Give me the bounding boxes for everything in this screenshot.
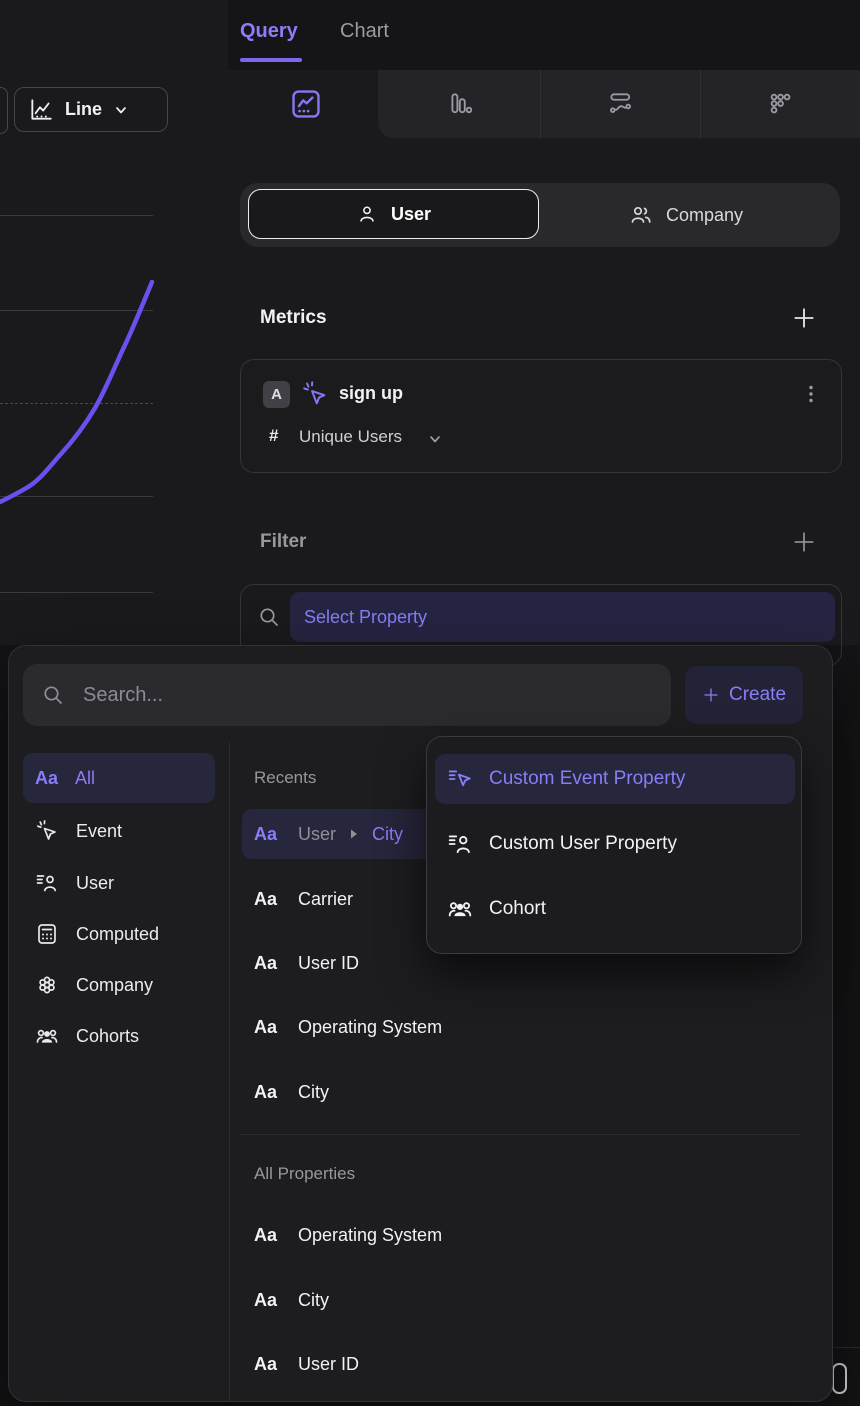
create-button[interactable]: Create [685,666,803,724]
divider [833,1347,860,1348]
tab-insights-active[interactable] [289,87,323,121]
entity-toggle: User Company [240,183,840,247]
divider [540,70,541,138]
metric-letter-badge: A [263,381,290,408]
sidebar-item-user[interactable]: User [23,858,215,908]
chevron-down-icon [113,102,129,118]
toolbar-button-fragment[interactable] [0,87,8,134]
user-property-icon [35,871,59,895]
menu-item-cohort[interactable]: Cohort [435,884,795,934]
person-icon [356,203,378,225]
query-panel: User Company Metrics A [228,70,860,666]
divider [700,70,701,138]
active-tab-underline [240,58,302,62]
add-filter-button[interactable] [791,529,817,555]
select-property-input[interactable]: Select Property [290,592,835,642]
metrics-title: Metrics [260,307,327,328]
kebab-menu-icon[interactable] [799,382,823,406]
list-item-property[interactable]: Aa Operating System [254,1224,443,1245]
list-item-recent[interactable]: Aa Operating System [254,1016,443,1037]
company-icon [35,973,59,997]
toggle-user-label: User [390,203,432,224]
custom-user-property-icon [447,831,473,857]
query-header: Query Chart [228,0,860,70]
caret-right-icon [350,829,358,839]
list-item-recent[interactable]: Aa Carrier [254,888,354,909]
toggle-company-label: Company [665,204,744,225]
chart-type-label: Line [65,99,103,119]
custom-event-property-icon [447,766,473,792]
tab-chart[interactable]: Chart [340,20,389,42]
divider [241,1134,801,1135]
sidebar-item-company[interactable]: Company [23,960,215,1010]
toggle-user[interactable]: User [248,189,539,239]
menu-item-custom-user-property[interactable]: Custom User Property [435,819,795,869]
gridline [0,215,153,216]
menu-item-custom-event-property[interactable]: Custom Event Property [435,754,795,804]
chart-type-selector-button[interactable]: Line [14,87,168,132]
all-properties-title: All Properties [254,1164,356,1183]
create-menu: Custom Event Property Custom User Proper… [426,736,802,954]
chart-preview-panel: Line [0,0,229,645]
viz-type-tabstrip [378,70,860,138]
tab-retention[interactable] [767,90,793,116]
cohorts-icon [35,1024,59,1048]
sidebar-item-computed[interactable]: Computed [23,909,215,959]
list-item-property[interactable]: Aa City [254,1289,329,1310]
gridline [0,496,153,497]
search-icon [257,605,281,629]
recents-title: Recents [254,768,317,787]
edge-button-fragment [832,1363,847,1394]
toggle-company[interactable]: Company [540,189,832,241]
line-chart-icon [28,97,54,123]
metric-card[interactable]: A sign up # Unique Users [240,359,842,473]
people-icon [629,203,653,227]
sidebar-item-event[interactable]: Event [23,806,215,856]
list-item-property[interactable]: Aa User ID [254,1353,360,1374]
add-metric-button[interactable] [791,305,817,331]
filter-title: Filter [260,531,307,552]
aggregation-symbol: # [269,426,279,445]
list-item-recent[interactable]: Aa User ID [254,952,360,973]
gridline-dashed [0,403,153,404]
metric-event-name: sign up [339,383,403,403]
sidebar-item-all[interactable]: Aa All [23,753,215,803]
event-icon [35,819,59,843]
aggregation-dropdown[interactable]: Unique Users [299,427,402,446]
search-icon [41,683,65,707]
property-picker-popover: Create Aa All Event User [8,645,833,1402]
chevron-down-icon [427,431,443,447]
tab-flow-chart[interactable] [607,90,633,116]
gridline [0,310,153,311]
tab-query[interactable]: Query [240,20,298,42]
cohort-icon [447,896,473,922]
picker-search-input[interactable] [81,682,653,708]
sidebar-item-cohorts[interactable]: Cohorts [23,1011,215,1061]
event-icon [301,380,329,408]
line-chart-series [0,279,155,505]
gridline [0,592,153,593]
picker-search-bar [23,664,671,726]
list-item-recent[interactable]: Aa City [254,1081,329,1102]
tab-bar-chart[interactable] [447,90,473,116]
computed-icon [35,922,59,946]
divider [229,742,230,1402]
plus-icon [702,686,720,704]
